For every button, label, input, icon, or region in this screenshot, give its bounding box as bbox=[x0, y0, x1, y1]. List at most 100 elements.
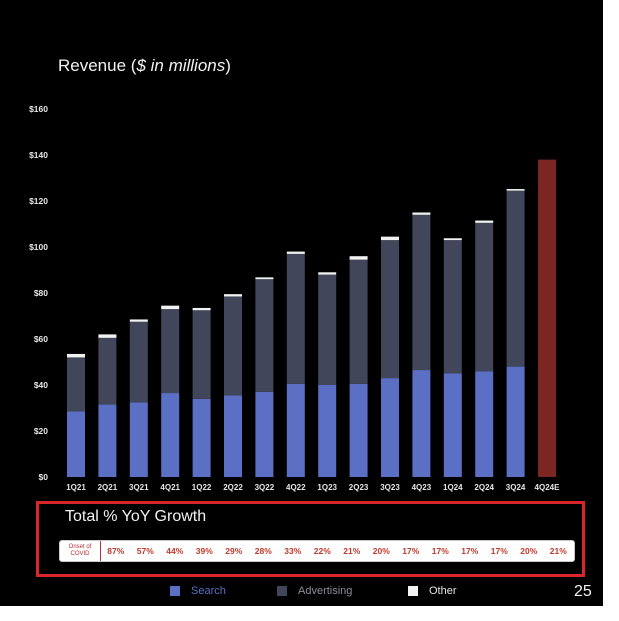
bar-search-2q24 bbox=[475, 371, 494, 477]
bar-advertising-2q24 bbox=[475, 222, 494, 372]
bar-advertising-4q23 bbox=[412, 214, 431, 371]
bar-other-2q24 bbox=[475, 220, 494, 223]
x-tick-label: 1Q24 bbox=[443, 483, 463, 492]
y-tick-label: $140 bbox=[29, 150, 48, 160]
bar-other-4q23 bbox=[412, 212, 431, 215]
growth-title: Total % YoY Growth bbox=[65, 508, 207, 525]
x-tick-label: 3Q22 bbox=[255, 483, 275, 492]
bar-other-2q23 bbox=[349, 256, 368, 260]
bar-advertising-4q22 bbox=[286, 253, 305, 384]
legend-swatch bbox=[170, 586, 180, 596]
revenue-chart: $0 $20 $40 $60 $80 $100 $120 $140 $160 1Q21 2Q21 3Q… bbox=[29, 104, 561, 492]
y-tick-label: $60 bbox=[34, 334, 48, 344]
growth-value: 20% bbox=[372, 546, 390, 556]
y-tick-label: $80 bbox=[34, 288, 48, 298]
x-tick-label: 1Q22 bbox=[192, 483, 212, 492]
legend-label: Other bbox=[429, 585, 457, 597]
legend-swatch bbox=[408, 586, 418, 596]
bar-other-2q21 bbox=[98, 334, 117, 338]
x-tick-label: 4Q21 bbox=[160, 483, 180, 492]
bar-other-1q24 bbox=[443, 238, 462, 241]
x-tick-label: 2Q22 bbox=[223, 483, 243, 492]
bar-search-1q24 bbox=[443, 373, 462, 477]
y-tick-label: $40 bbox=[34, 380, 48, 390]
growth-value: 28% bbox=[254, 546, 272, 556]
y-tick-label: $20 bbox=[34, 426, 48, 436]
legend-item: Search bbox=[170, 585, 226, 597]
growth-value: 17% bbox=[461, 546, 479, 556]
bar-advertising-1q22 bbox=[192, 310, 211, 399]
x-tick-label: 3Q21 bbox=[129, 483, 149, 492]
bar-search-2q23 bbox=[349, 383, 368, 477]
bar-other-1q21 bbox=[67, 353, 85, 358]
x-tick-label: 2Q23 bbox=[349, 483, 369, 492]
bar-advertising-4q21 bbox=[161, 309, 180, 394]
growth-value: 87% bbox=[107, 546, 125, 556]
x-tick-label: 4Q23 bbox=[412, 483, 432, 492]
bar-other-3q24 bbox=[506, 189, 525, 191]
bar-advertising-1q21 bbox=[67, 357, 85, 412]
page-number: 25 bbox=[574, 583, 592, 600]
bar-advertising-1q23 bbox=[318, 274, 337, 385]
x-tick-label: 3Q23 bbox=[380, 483, 400, 492]
growth-value: 29% bbox=[225, 546, 243, 556]
bar-search-2q21 bbox=[98, 404, 117, 477]
y-tick-label: $100 bbox=[29, 242, 48, 252]
bar-advertising-2q22 bbox=[224, 296, 242, 396]
bar-search-1q21 bbox=[67, 411, 85, 477]
bar-other-4q22 bbox=[286, 251, 305, 254]
title-prefix: Revenue ( bbox=[58, 56, 137, 75]
bar-other-1q22 bbox=[192, 307, 211, 311]
bar-search-4q23 bbox=[412, 370, 431, 477]
bar-search-3q24 bbox=[506, 366, 525, 477]
bar-other-3q21 bbox=[129, 319, 148, 322]
x-tick-label: 1Q21 bbox=[66, 483, 86, 492]
bar-advertising-2q23 bbox=[349, 259, 368, 384]
bar-search-4q22 bbox=[286, 383, 305, 477]
growth-values: 87% 57% 44% 39% 29% 28% 33% 22% 21% 20% 17% 17% 17% 1… bbox=[101, 541, 574, 561]
bar-search-1q23 bbox=[318, 385, 337, 477]
growth-value: 57% bbox=[136, 546, 154, 556]
covid-label-line2: COVID bbox=[70, 551, 90, 557]
growth-value: 20% bbox=[520, 546, 538, 556]
growth-value: 21% bbox=[549, 546, 567, 556]
growth-value: 39% bbox=[195, 546, 213, 556]
bar-advertising-3q22 bbox=[255, 279, 274, 392]
growth-panel: Total % YoY Growth Onset of COVID 87% 57%… bbox=[36, 501, 585, 577]
x-tick-label: 4Q22 bbox=[286, 483, 306, 492]
y-tick-label: $160 bbox=[29, 104, 48, 114]
x-tick-label: 2Q24 bbox=[474, 483, 494, 492]
bar-other-1q23 bbox=[318, 272, 337, 275]
growth-value: 22% bbox=[313, 546, 331, 556]
bar-search-2q22 bbox=[224, 395, 242, 477]
bar-search-4q21 bbox=[161, 393, 180, 477]
bar-other-3q23 bbox=[381, 236, 399, 241]
bar-advertising-3q23 bbox=[381, 240, 399, 379]
legend-item: Other bbox=[408, 585, 457, 597]
growth-value: 17% bbox=[431, 546, 449, 556]
bar-search-1q22 bbox=[192, 398, 211, 477]
chart-title: Revenue ($ in millions) bbox=[58, 56, 231, 76]
bar-search-3q22 bbox=[255, 391, 274, 477]
bar-search-3q23 bbox=[381, 378, 399, 477]
bar-estimate-4q24e bbox=[538, 159, 556, 477]
bar-search-3q21 bbox=[129, 402, 148, 477]
covid-label-line1: Onset of bbox=[68, 544, 92, 550]
x-tick-label: 2Q21 bbox=[98, 483, 118, 492]
growth-value: 17% bbox=[490, 546, 508, 556]
growth-value: 33% bbox=[284, 546, 302, 556]
growth-row: Onset of COVID 87% 57% 44% 39% 29% 28% 33% 22% 2… bbox=[59, 540, 575, 562]
y-tick-label: $120 bbox=[29, 196, 48, 206]
bar-advertising-1q24 bbox=[443, 240, 462, 374]
bar-advertising-2q21 bbox=[98, 337, 117, 405]
x-tick-label: 4Q24E bbox=[535, 483, 561, 492]
bar-advertising-3q21 bbox=[129, 321, 148, 403]
legend-label: Search bbox=[191, 585, 226, 597]
bar-advertising-3q24 bbox=[506, 190, 525, 367]
covid-label: Onset of COVID bbox=[60, 541, 101, 561]
legend-item: Advertising bbox=[277, 585, 352, 597]
bar-other-3q22 bbox=[255, 277, 274, 280]
bar-other-2q22 bbox=[224, 294, 242, 297]
title-suffix: ) bbox=[225, 56, 231, 75]
x-tick-label: 1Q23 bbox=[317, 483, 337, 492]
